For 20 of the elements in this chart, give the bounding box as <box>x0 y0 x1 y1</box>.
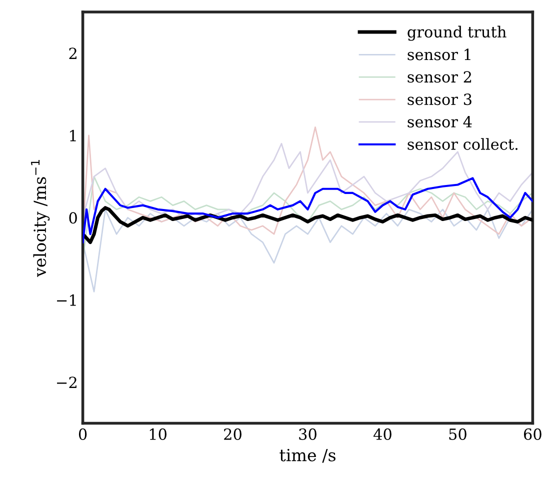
legend-label: sensor 4 <box>408 116 472 128</box>
x-tick-label: 40 <box>373 428 392 440</box>
x-tick-label: 0 <box>78 428 87 440</box>
x-axis-title: time /s <box>280 448 336 463</box>
x-tick-label: 60 <box>524 428 542 440</box>
x-tick-label: 10 <box>150 428 166 440</box>
x-tick-label: 50 <box>449 428 466 440</box>
y-tick-label: 2 <box>69 48 76 59</box>
y-tick-label: −1 <box>57 294 76 306</box>
x-tick-label: 30 <box>299 428 316 440</box>
y-tick-label: 1 <box>70 130 76 142</box>
x-tick-label: 20 <box>224 428 242 440</box>
y-tick-label: −2 <box>57 376 76 388</box>
y-tick-label: 0 <box>69 212 77 224</box>
legend-label: sensor 3 <box>408 94 472 106</box>
legend-label: sensor collect. <box>408 138 518 150</box>
y-axis-title: velocity /ms$^{−1}$ <box>31 160 50 278</box>
legend-label: sensor 2 <box>408 71 472 83</box>
legend-label: sensor 1 <box>408 48 470 60</box>
legend-label: ground truth <box>408 26 506 41</box>
